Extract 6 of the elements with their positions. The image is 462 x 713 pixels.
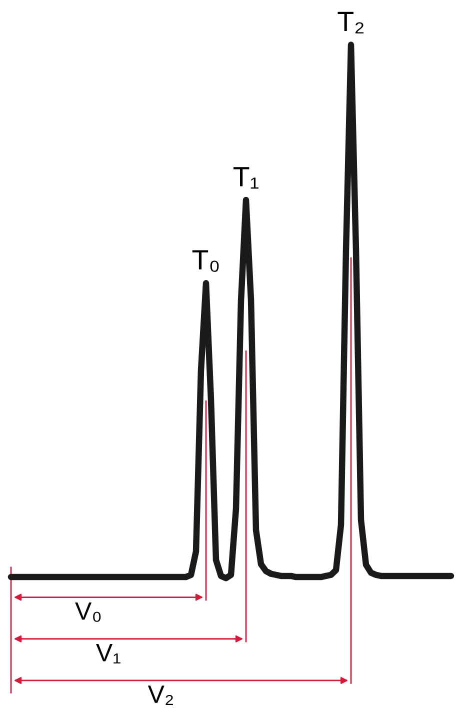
text: V₀ <box>75 602 101 622</box>
annotation: T₁ <box>233 167 258 189</box>
text: V₂ <box>148 686 173 705</box>
annotation: T₀ <box>192 250 219 272</box>
text: V₁ <box>96 644 120 664</box>
text: T₂ <box>338 12 364 34</box>
